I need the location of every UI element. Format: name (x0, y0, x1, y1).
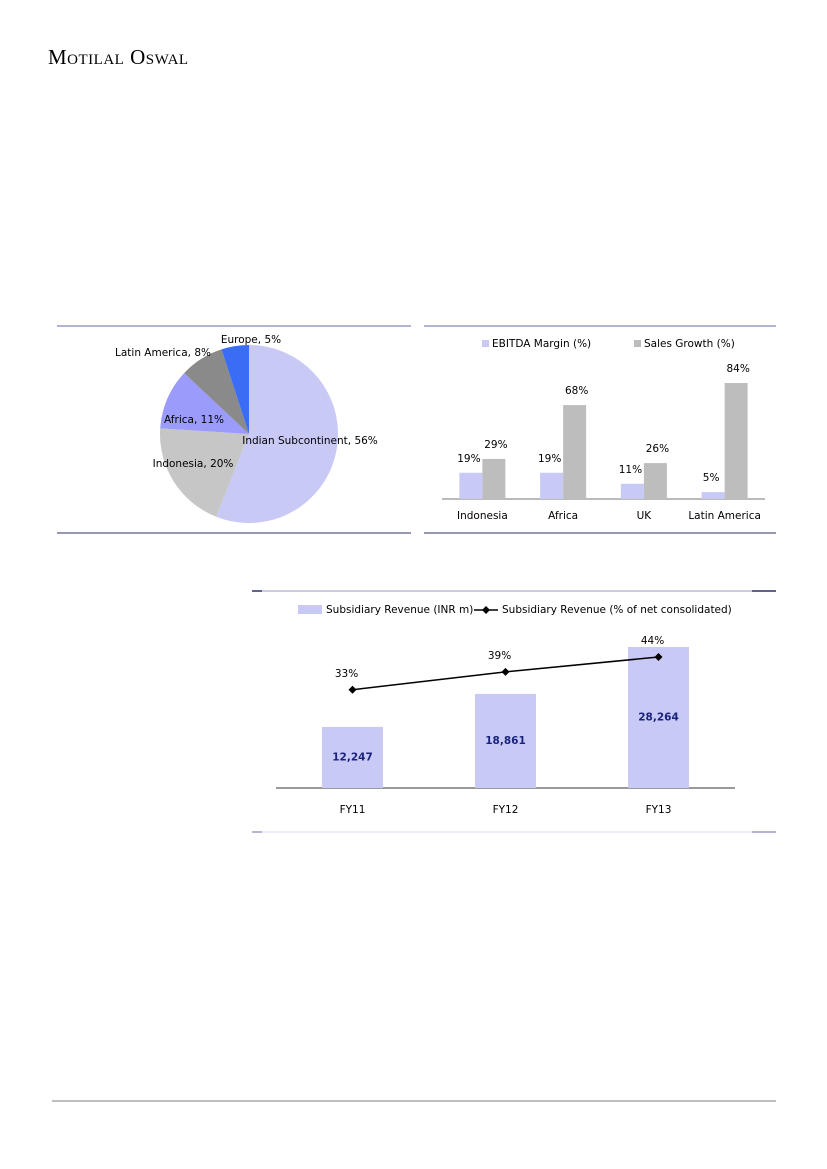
x-tick-label: Latin America (688, 510, 761, 522)
legend-label: Subsidiary Revenue (INR m) (326, 604, 473, 616)
x-tick-label: Africa (548, 510, 578, 522)
pie-slice (160, 373, 249, 434)
value-label: 33% (335, 668, 358, 680)
legend-swatch (634, 340, 641, 347)
bar (322, 726, 383, 788)
value-label: 28,264 (638, 712, 679, 724)
x-tick-label: FY13 (646, 804, 672, 816)
value-label: 19% (457, 453, 480, 465)
legend-swatch (298, 605, 322, 614)
x-tick-label: FY12 (493, 804, 519, 816)
point (348, 685, 357, 694)
legend-marker (482, 606, 490, 614)
slice-value: 5% (264, 334, 281, 346)
slice-label: Europe, 5% (221, 334, 281, 346)
value-label: 44% (641, 635, 664, 647)
bar (620, 483, 644, 499)
slice-label: Indian Subcontinent, 56% (242, 435, 378, 447)
slice-category: Latin America (115, 347, 188, 359)
value-label: 84% (726, 363, 749, 375)
slice-value: 56% (354, 435, 377, 447)
brand: Motilal Oswal (48, 45, 189, 69)
value-label: 11% (619, 464, 642, 476)
slice-label: Indonesia, 20% (153, 458, 234, 470)
value-label: 29% (484, 439, 507, 451)
point (654, 653, 663, 661)
slice-value: 8% (194, 347, 211, 359)
slice-category: Europe (221, 334, 258, 346)
pie-slice (216, 345, 338, 523)
bar (724, 383, 748, 499)
value-label: 12,247 (332, 751, 373, 763)
slice-label: Africa, 11% (164, 414, 224, 426)
value-label: 39% (488, 650, 511, 662)
legend-swatch (482, 340, 489, 347)
pie-slice (160, 428, 249, 517)
slice-category: Indonesia (153, 458, 204, 470)
bar (563, 405, 587, 499)
bar (540, 472, 564, 499)
value-label: 26% (646, 443, 669, 455)
x-tick-label: UK (637, 510, 653, 522)
x-tick-label: Indonesia (457, 510, 508, 522)
value-label: 68% (565, 385, 588, 397)
bar (459, 472, 483, 499)
legend-label: Sales Growth (%) (644, 338, 735, 350)
separator: , (188, 347, 195, 359)
separator: , (348, 435, 355, 447)
slice-label: Latin America, 8% (115, 347, 211, 359)
slice-value: 20% (210, 458, 233, 470)
value-label: 5% (703, 472, 720, 484)
bar (482, 458, 506, 499)
slice-category: Africa (164, 414, 194, 426)
pie-slice (184, 349, 249, 434)
slice-value: 11% (201, 414, 224, 426)
bar (628, 647, 689, 788)
bar (643, 463, 667, 499)
slice-category: Indian Subcontinent (242, 435, 348, 447)
separator: , (194, 414, 201, 426)
legend-label: Subsidiary Revenue (% of net consolidate… (502, 604, 732, 616)
legend-label: EBITDA Margin (%) (492, 338, 591, 350)
point (501, 667, 510, 676)
bar (475, 693, 536, 788)
separator: , (258, 334, 265, 346)
bar (701, 492, 725, 499)
x-tick-label: FY11 (340, 804, 366, 816)
separator: , (203, 458, 210, 470)
value-label: 18,861 (485, 735, 526, 747)
value-label: 19% (538, 453, 561, 465)
pie-slice (221, 345, 249, 434)
